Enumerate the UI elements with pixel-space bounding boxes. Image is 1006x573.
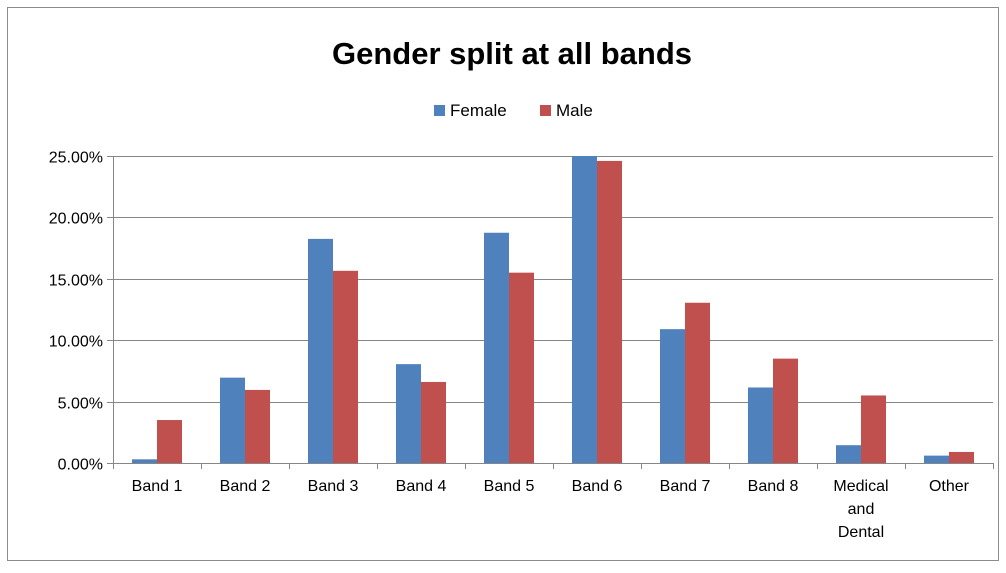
x-tick-label-line: Band 1: [132, 478, 183, 495]
y-tick-label: 0.00%: [58, 457, 103, 474]
x-tick-label: Band 5: [484, 478, 535, 495]
x-tick-label: Band 2: [220, 478, 271, 495]
bar-male-3: [333, 270, 358, 463]
x-tick-label: Band 8: [748, 478, 799, 495]
x-tick-label-line: Band 8: [748, 478, 799, 495]
x-tick-label-line: Band 2: [220, 478, 271, 495]
bar-female-9: [836, 445, 861, 463]
y-tick-label: 20.00%: [49, 211, 103, 228]
bar-male-2: [245, 389, 270, 463]
x-tick-label: Band 6: [572, 478, 623, 495]
x-tick-label: Band 3: [308, 478, 359, 495]
y-tick-label: 15.00%: [49, 273, 103, 290]
legend-swatch-male: [540, 105, 551, 116]
bar-female-3: [308, 238, 333, 463]
bar-male-4: [421, 381, 446, 463]
bar-male-5: [509, 272, 534, 463]
legend-swatch-female: [434, 105, 445, 116]
bars: [132, 156, 974, 464]
x-tick-label-line: Band 5: [484, 478, 535, 495]
bar-female-4: [396, 364, 421, 463]
x-tick-label-line: Band 4: [396, 478, 447, 495]
x-tick-label-line: Band 6: [572, 478, 623, 495]
x-tick-label-line: Medical: [833, 478, 888, 495]
y-axis: 0.00% 5.00% 10.00% 15.00% 20.00% 25.00%: [49, 150, 114, 474]
bar-female-8: [748, 387, 773, 463]
x-tick-label-line: Band 7: [660, 478, 711, 495]
x-tick-label: Band 4: [396, 478, 447, 495]
x-tick-label: Medical and Dental: [833, 478, 888, 541]
y-tick-label: 10.00%: [49, 334, 103, 351]
x-tick-label: Other: [929, 478, 970, 495]
bar-female-6: [572, 156, 597, 463]
x-tick-label-line: Other: [929, 478, 970, 495]
x-tick-label: Band 1: [132, 478, 183, 495]
bar-male-9: [861, 395, 886, 463]
bar-female-10: [924, 455, 949, 463]
x-tick-label: Band 7: [660, 478, 711, 495]
bar-female-2: [220, 377, 245, 463]
x-tick-label-line: and: [848, 501, 875, 518]
legend-label-female: Female: [450, 101, 507, 120]
y-tick-label: 25.00%: [49, 150, 103, 167]
x-axis: Band 1 Band 2 Band 3 Band 4 Band 5 Band 6 Band…: [113, 463, 994, 541]
legend: Female Male: [434, 101, 593, 120]
legend-label-male: Male: [556, 101, 593, 120]
bar-male-10: [949, 451, 974, 463]
bar-male-7: [685, 302, 710, 463]
bar-female-1: [132, 459, 157, 463]
chart-title: Gender split at all bands: [332, 36, 692, 71]
x-tick-label-line: Band 3: [308, 478, 359, 495]
x-tick-label-line: Dental: [838, 524, 884, 541]
y-tick-label: 5.00%: [58, 396, 103, 413]
bar-male-8: [773, 358, 798, 463]
bar-female-5: [484, 232, 509, 463]
bar-female-7: [660, 329, 685, 463]
bar-male-6: [597, 160, 622, 464]
bar-male-1: [157, 420, 182, 463]
